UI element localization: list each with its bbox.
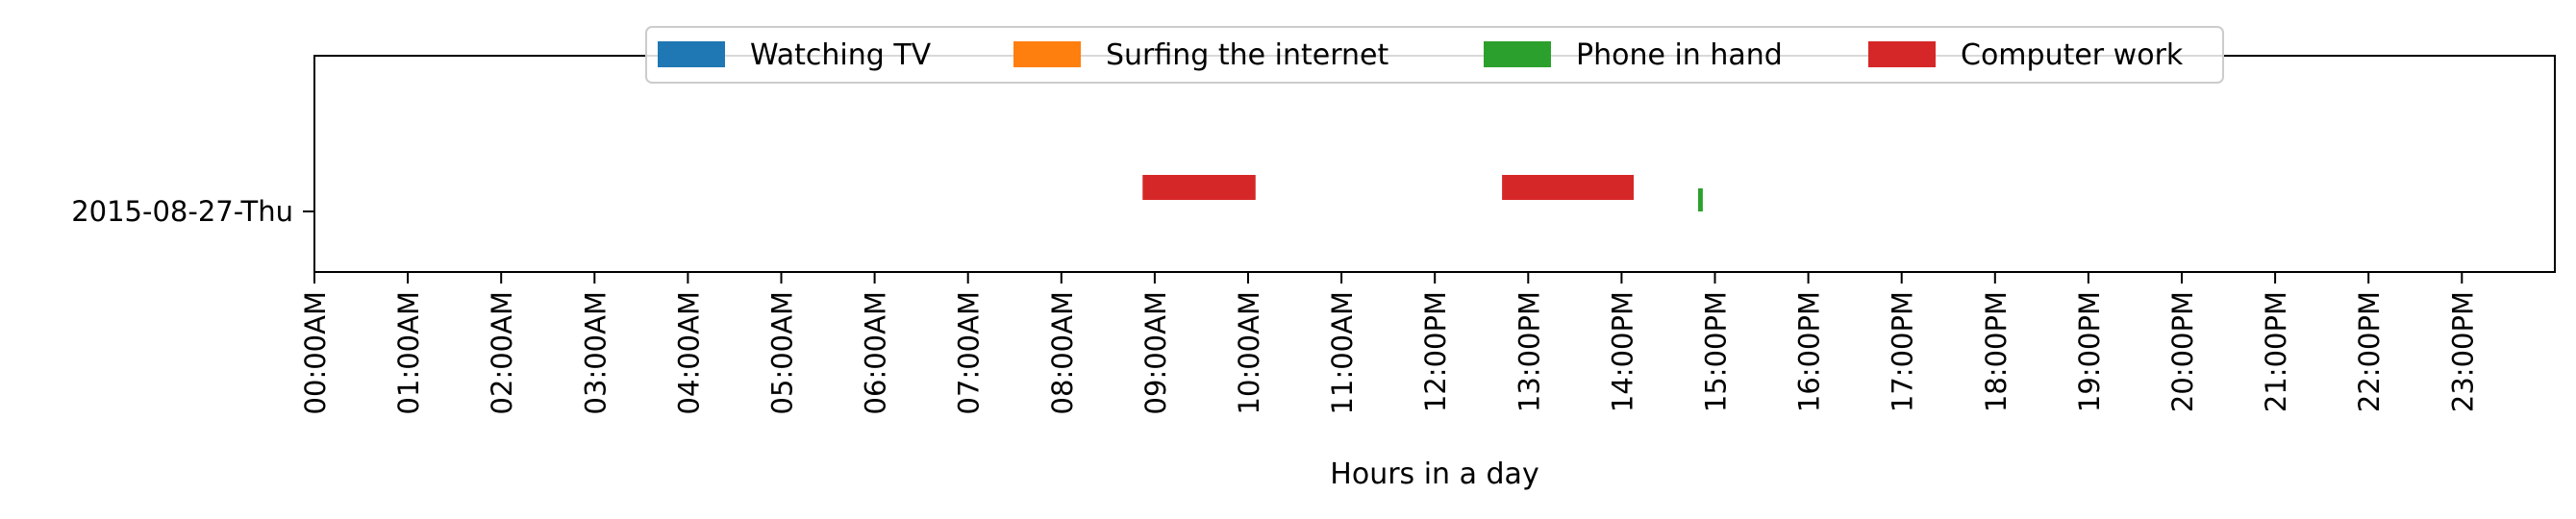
x-tick-label: 03:00AM (579, 291, 612, 414)
x-tick-label: 10:00AM (1233, 291, 1265, 414)
x-tick-label: 21:00PM (2260, 291, 2292, 412)
x-axis: 00:00AM 01:00AM 02:00AM 03:00AM 04:00AM 05:00… (299, 272, 2479, 414)
x-tick-label: 12:00PM (1419, 291, 1452, 412)
legend-swatch (1484, 41, 1551, 67)
interval-bar (1698, 188, 1703, 211)
y-tick-label: 2015-08-27-Thu (71, 195, 293, 228)
interval-bars (1142, 175, 1703, 211)
legend-swatch (1013, 41, 1081, 67)
x-axis-label: Hours in a day (1330, 457, 1538, 491)
x-tick-label: 02:00AM (486, 291, 518, 414)
x-tick-label: 18:00PM (1980, 291, 2013, 412)
x-tick-label: 20:00PM (2166, 291, 2199, 412)
x-tick-label: 19:00PM (2073, 291, 2106, 412)
legend-swatch (1868, 41, 1936, 67)
x-tick-label: 06:00AM (860, 291, 892, 414)
x-tick-label: 16:00PM (1793, 291, 1826, 412)
x-tick-label: 01:00AM (392, 291, 425, 414)
x-tick-label: 17:00PM (1887, 291, 1919, 412)
x-tick-label: 00:00AM (299, 291, 332, 414)
legend-swatch (658, 41, 725, 67)
x-tick-label: 05:00AM (766, 291, 799, 414)
legend-box (645, 26, 2224, 84)
interval-bar (1142, 175, 1256, 200)
x-tick-label: 14:00PM (1606, 291, 1638, 412)
y-axis: 2015-08-27-Thu (71, 195, 314, 228)
legend-label: Computer work (1961, 38, 2184, 72)
x-tick-label: 15:00PM (1700, 291, 1733, 412)
x-tick-label: 23:00PM (2446, 291, 2479, 412)
x-tick-label: 11:00AM (1326, 291, 1359, 414)
x-tick-label: 04:00AM (672, 291, 705, 414)
x-tick-label: 07:00AM (953, 291, 986, 414)
legend-label: Surfing the internet (1106, 38, 1388, 72)
interval-bar (1502, 175, 1635, 200)
x-tick-label: 08:00AM (1046, 291, 1079, 414)
x-tick-label: 09:00AM (1139, 291, 1172, 414)
x-tick-label: 13:00PM (1513, 291, 1545, 412)
legend-label: Phone in hand (1576, 38, 1783, 72)
legend-label: Watching TV (750, 38, 932, 72)
x-tick-label: 22:00PM (2353, 291, 2386, 412)
plot-background (314, 56, 2555, 272)
legend: Watching TV Surfing the internet Phone in … (645, 26, 2224, 84)
